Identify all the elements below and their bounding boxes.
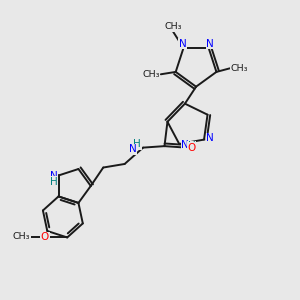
- Text: N: N: [206, 38, 214, 49]
- Text: N: N: [206, 133, 214, 143]
- Text: H: H: [188, 141, 196, 151]
- Text: O: O: [41, 232, 49, 242]
- Text: N: N: [179, 38, 187, 49]
- Text: N: N: [50, 171, 58, 181]
- Text: N: N: [129, 144, 136, 154]
- Text: CH₃: CH₃: [231, 64, 248, 73]
- Text: N: N: [181, 140, 189, 150]
- Text: O: O: [187, 142, 195, 153]
- Text: H: H: [133, 139, 141, 149]
- Text: CH₃: CH₃: [164, 22, 182, 31]
- Text: CH₃: CH₃: [142, 70, 160, 79]
- Text: CH₃: CH₃: [13, 232, 30, 242]
- Text: H: H: [50, 177, 58, 187]
